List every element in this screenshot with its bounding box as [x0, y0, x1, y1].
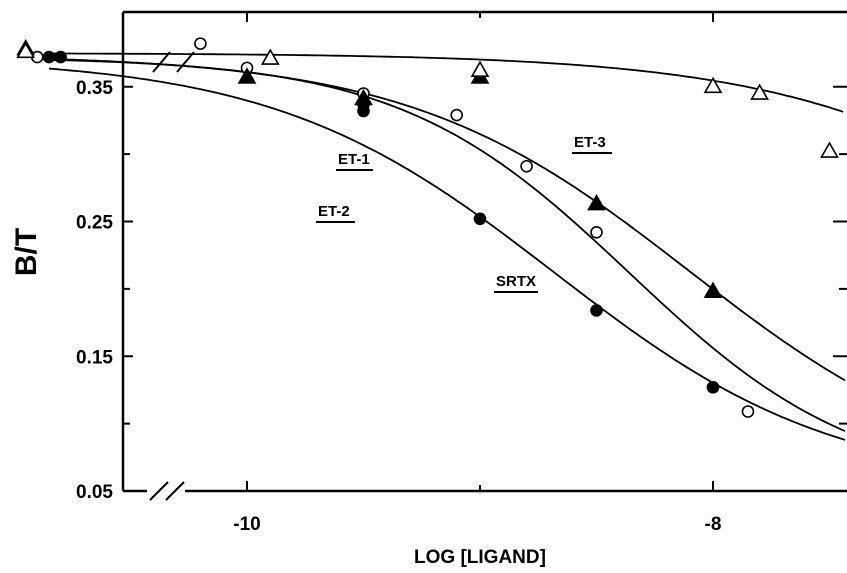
- data-point: [703, 76, 723, 94]
- fit-curve: [48, 58, 846, 382]
- data-point: [194, 37, 207, 50]
- curve-break-mark: [176, 51, 195, 73]
- x-axis-break-mark: [165, 481, 185, 501]
- data-point: [54, 50, 67, 64]
- data-point: [520, 159, 533, 173]
- fit-curve: [49, 52, 844, 113]
- data-point: [470, 60, 490, 77]
- data-point: [16, 41, 36, 59]
- data-point: [357, 104, 370, 118]
- data-point: [750, 83, 769, 100]
- fit-curve: [48, 67, 846, 441]
- series-label: SRTX: [496, 273, 536, 290]
- y-tick-label: 0.35: [76, 78, 113, 99]
- curve-break-mark: [152, 51, 171, 73]
- series-label: ET-2: [318, 203, 350, 220]
- axes: 0.050.150.250.35-10-8-6LOG [LIGAND]B/T: [10, 10, 847, 568]
- y-tick-label: 0.25: [76, 213, 113, 234]
- x-axis-break-mark: [149, 481, 169, 501]
- y-axis-title: B/T: [10, 228, 43, 276]
- data-point: [820, 141, 839, 158]
- x-tick-label: -8: [705, 514, 722, 535]
- data-point: [42, 50, 56, 64]
- series-label: ET-3: [574, 134, 606, 151]
- data-point: [741, 405, 755, 418]
- x-tick-label: -10: [233, 514, 260, 535]
- data-point: [703, 281, 723, 298]
- y-tick-label: 0.05: [76, 482, 113, 503]
- series-label: ET-1: [338, 151, 370, 168]
- fit-curve: [48, 59, 846, 432]
- fit-curves: [48, 52, 846, 441]
- data-points: [16, 37, 839, 418]
- data-point: [590, 304, 603, 317]
- data-point: [473, 212, 487, 226]
- data-point: [237, 67, 257, 84]
- data-point: [260, 48, 280, 65]
- x-axis-title: LOG [LIGAND]: [414, 547, 546, 568]
- data-point: [587, 193, 606, 211]
- series-labels: ET-1 ET-2 SRTX ET-3: [316, 134, 612, 293]
- data-point: [590, 225, 603, 239]
- data-point: [450, 108, 464, 122]
- data-point: [354, 88, 373, 106]
- data-point: [706, 380, 720, 394]
- y-tick-label: 0.15: [76, 347, 113, 368]
